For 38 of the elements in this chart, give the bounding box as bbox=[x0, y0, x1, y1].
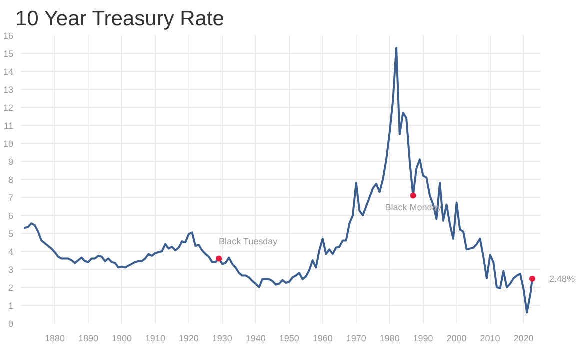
x-tick-label: 1880 bbox=[44, 334, 66, 344]
y-tick-label: 4 bbox=[8, 247, 14, 257]
y-tick-label: 5 bbox=[8, 229, 14, 239]
y-tick-label: 0 bbox=[8, 319, 14, 329]
y-tick-label: 2 bbox=[8, 283, 14, 293]
y-tick-label: 16 bbox=[3, 31, 14, 41]
x-tick-label: 2020 bbox=[514, 334, 534, 344]
x-tick-label: 2010 bbox=[480, 334, 500, 344]
y-tick-label: 7 bbox=[8, 193, 14, 203]
y-tick-label: 1 bbox=[8, 301, 14, 311]
x-tick-label: 1930 bbox=[212, 334, 232, 344]
point bbox=[410, 192, 416, 199]
y-tick-label: 10 bbox=[3, 139, 14, 149]
x-tick-label: 1980 bbox=[380, 334, 400, 344]
x-tick-label: 1940 bbox=[246, 334, 266, 344]
x-tick-label: 1920 bbox=[178, 334, 199, 344]
x-tick-label: 1890 bbox=[78, 334, 98, 344]
x-tick-label: 1990 bbox=[413, 334, 434, 344]
y-tick-label: 8 bbox=[8, 175, 14, 185]
y-tick-label: 12 bbox=[3, 103, 14, 113]
point bbox=[216, 256, 222, 262]
x-tick-label: 1970 bbox=[346, 334, 366, 344]
y-tick-label: 9 bbox=[8, 157, 14, 167]
y-tick-label: 14 bbox=[3, 67, 14, 77]
annotation: Black Tuesday bbox=[219, 236, 278, 247]
y-tick-label: 11 bbox=[4, 121, 14, 131]
x-tick-label: 1900 bbox=[112, 334, 132, 344]
chart-title: 10 Year Treasury Rate bbox=[16, 8, 224, 30]
x-tick-label: 1950 bbox=[279, 334, 300, 344]
point bbox=[529, 276, 536, 282]
x-tick-label: 1960 bbox=[312, 334, 333, 344]
y-tick-label: 13 bbox=[3, 85, 14, 95]
x-tick-label: 2000 bbox=[446, 334, 467, 344]
y-tick-label: 6 bbox=[8, 211, 14, 221]
y-tick-label: 15 bbox=[3, 49, 14, 59]
y-tick-label: 3 bbox=[8, 265, 14, 275]
annotation: 2.48% bbox=[550, 274, 576, 284]
x-tick-label: 1910 bbox=[145, 334, 166, 344]
